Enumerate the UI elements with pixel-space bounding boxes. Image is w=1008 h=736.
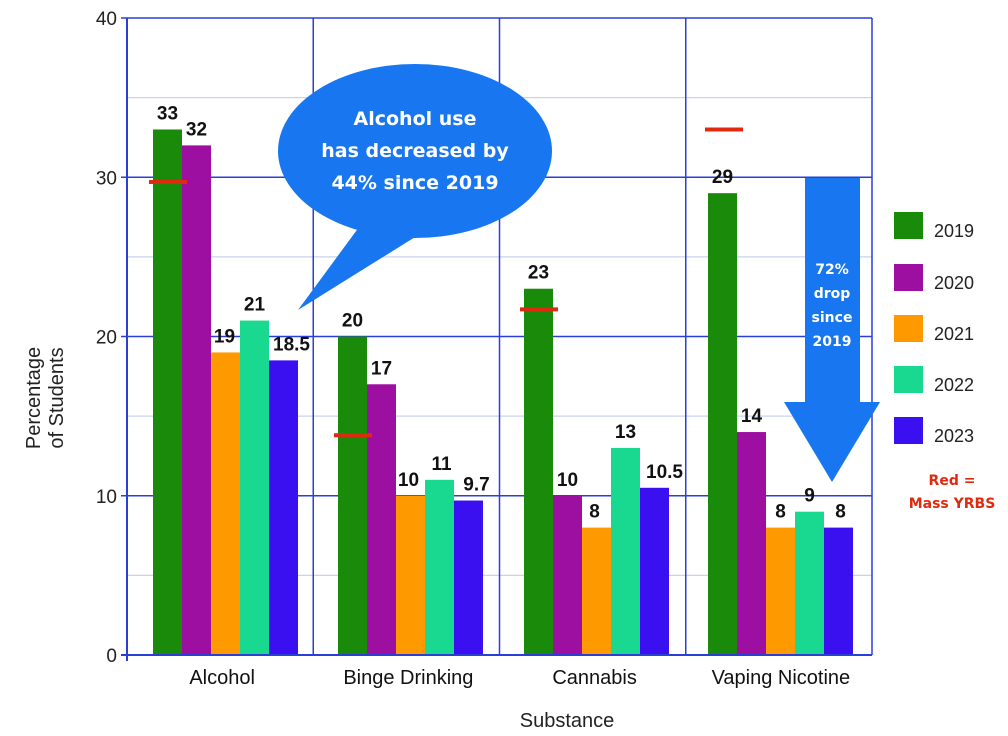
legend-label: 2022 (934, 375, 974, 395)
data-label: 20 (342, 311, 363, 332)
category-label: Alcohol (189, 667, 255, 689)
legend-swatch (894, 212, 923, 239)
data-label: 10 (398, 470, 419, 491)
legend-label: 2019 (934, 221, 974, 241)
red-note-line-2: Mass YRBS (909, 496, 996, 512)
arrow-line-2: drop (814, 286, 851, 302)
data-label: 8 (835, 502, 846, 523)
drop-arrow: 72% drop since 2019 (784, 178, 880, 482)
red-note-line-1: Red = (929, 473, 976, 489)
bar (454, 500, 483, 655)
axes: 0 10 20 30 40 Alcohol Binge Drinking Cannabis Va… (96, 9, 872, 689)
bar (640, 487, 669, 655)
y-axis-title-line-1: Percentage (23, 347, 45, 449)
data-label: 21 (244, 295, 266, 316)
legend-label: 2023 (934, 426, 974, 446)
callout-line-3: 44% since 2019 (331, 172, 498, 194)
bar (396, 495, 425, 655)
data-label: 11 (431, 454, 452, 475)
category-label: Cannabis (552, 667, 637, 689)
bar (182, 145, 211, 655)
data-labels: 33 20 23 29 32 17 10 14 19 10 8 8 21 11 13 9 18.5 9.7 10.5… (157, 103, 846, 522)
bar (425, 479, 454, 655)
y-tick-label: 40 (96, 9, 117, 30)
bar (240, 320, 269, 655)
category-label: Vaping Nicotine (712, 667, 851, 689)
bar (795, 511, 824, 655)
category-label: Binge Drinking (343, 667, 473, 689)
arrow-line-4: 2019 (813, 334, 852, 350)
bar (211, 352, 240, 655)
bar (766, 527, 795, 655)
data-label: 14 (741, 406, 763, 427)
y-tick-label: 0 (106, 646, 117, 667)
bar (582, 527, 611, 655)
data-label: 13 (615, 422, 636, 443)
callout-bubble: Alcohol use has decreased by 44% since 2… (278, 64, 552, 310)
callout-line-1: Alcohol use (354, 108, 477, 130)
data-label: 10 (557, 470, 578, 491)
callout-ellipse (278, 64, 552, 238)
bars (153, 129, 853, 656)
data-label: 33 (157, 103, 178, 124)
bar (338, 336, 367, 655)
arrow-line-3: since (812, 310, 853, 326)
y-tick-label: 10 (96, 487, 117, 508)
data-label: 8 (775, 502, 786, 523)
bar (153, 129, 182, 656)
data-label: 18.5 (273, 334, 310, 355)
reference-markers (149, 127, 743, 438)
legend-label: 2021 (934, 324, 974, 344)
data-label: 9.7 (463, 475, 489, 496)
y-axis-title: Percentage of Students (23, 347, 68, 449)
data-label: 10.5 (646, 462, 683, 483)
data-label: 29 (712, 167, 733, 188)
legend-swatch (894, 366, 923, 393)
legend: 2019 2020 2021 2022 2023 (894, 212, 974, 446)
legend-swatch (894, 315, 923, 342)
bar (824, 527, 853, 655)
bar (367, 384, 396, 655)
y-axis-title-line-2: of Students (46, 347, 68, 448)
y-tick-label: 20 (96, 328, 117, 349)
drop-arrow-shape (784, 178, 880, 482)
y-tick-label: 30 (96, 168, 117, 189)
data-label: 32 (186, 119, 207, 140)
bar (269, 360, 298, 655)
legend-swatch (894, 417, 923, 444)
data-label: 9 (804, 486, 815, 507)
bar (611, 447, 640, 655)
callout-line-2: has decreased by (321, 140, 509, 162)
legend-label: 2020 (934, 273, 974, 293)
data-label: 17 (371, 358, 392, 379)
bar (708, 193, 737, 656)
callout-shape (298, 223, 420, 310)
data-label: 19 (214, 326, 235, 347)
data-label: 8 (589, 502, 600, 523)
bar (553, 495, 582, 655)
legend-swatch (894, 264, 923, 291)
bar (524, 288, 553, 655)
data-label: 23 (528, 263, 549, 284)
arrow-line-1: 72% (815, 262, 849, 278)
bar (737, 432, 766, 655)
x-axis-title: Substance (520, 710, 615, 732)
